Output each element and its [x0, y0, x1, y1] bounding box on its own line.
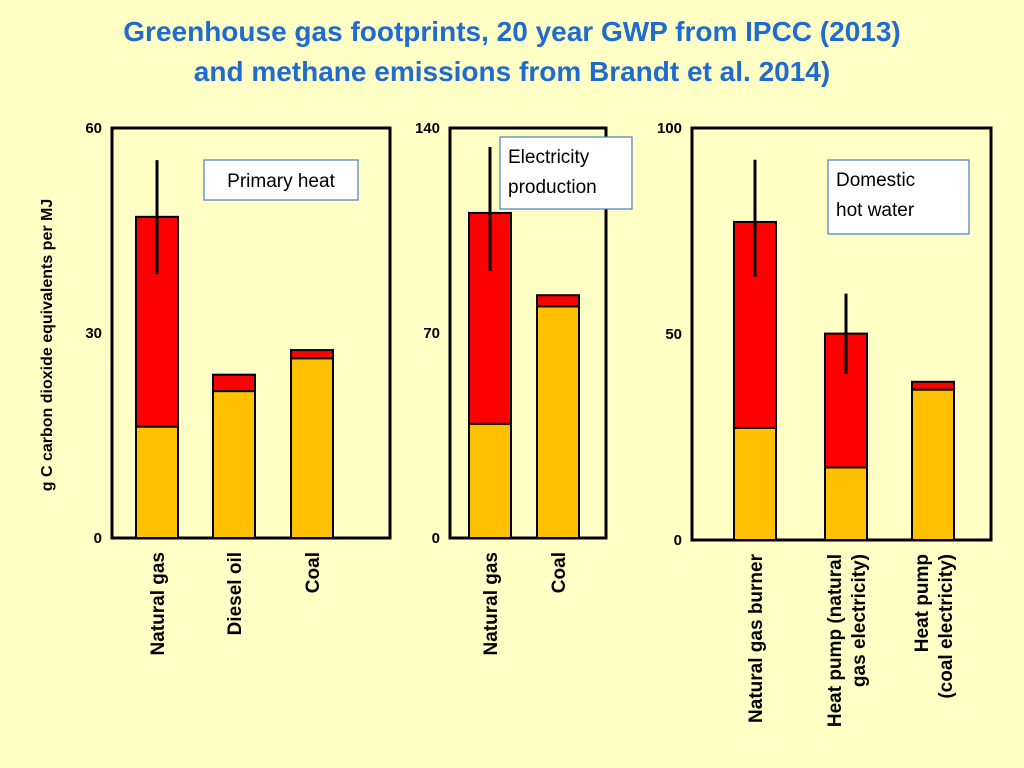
panel-label-box — [203, 159, 359, 201]
panel-1: 0 30 60 Natural gas Diesel oil Coal Primary he… — [85, 120, 392, 655]
bar-base-segment — [536, 305, 580, 539]
y-axis-label: g C carbon dioxide equivalents per MJ — [39, 199, 56, 492]
panel-2: 0 70 140 Natural gas Coal Electricity producti… — [415, 120, 633, 655]
bar-top-segment — [290, 349, 334, 360]
bar-top-segment — [212, 373, 256, 393]
x-category-label: Coal — [549, 552, 570, 593]
panel-label-box — [499, 136, 633, 210]
bar-base-segment — [212, 390, 256, 540]
bar-top-segment — [911, 380, 955, 391]
x-category-label: Natural gas — [148, 552, 169, 655]
panel-3: 0 50 100 Natural gas burner Heat pump (natur… — [657, 120, 993, 727]
x-category-label: Natural gas burner — [746, 553, 767, 723]
x-category-label: Diesel oil — [225, 552, 246, 635]
title-line-1: Greenhouse gas footprints, 20 year GWP f… — [123, 16, 901, 47]
x-category-label: Heat pump (natural — [825, 554, 846, 727]
y-tick-label: 70 — [423, 325, 440, 342]
x-category-label: Heat pump — [912, 554, 933, 652]
y-tick-label: 0 — [432, 530, 440, 547]
title-line-2: and methane emissions from Brandt et al.… — [193, 56, 831, 87]
x-category-label: (coal electricity) — [936, 554, 957, 699]
y-tick-label: 140 — [415, 120, 440, 137]
bar-base-segment — [290, 357, 334, 539]
bar-base-segment — [911, 388, 955, 541]
chart-title: Greenhouse gas footprints, 20 year GWP f… — [0, 12, 1024, 92]
panel-label: Electricity production — [508, 147, 597, 198]
y-tick-label: 60 — [85, 120, 102, 137]
y-tick-label: 0 — [94, 530, 102, 547]
y-tick-label: 50 — [665, 326, 682, 343]
panel-label: Primary heat — [227, 171, 335, 192]
bar-base-segment — [733, 426, 777, 542]
bar-top-segment — [536, 294, 580, 308]
panel-label: Domestic hot water — [836, 170, 915, 221]
y-tick-label: 30 — [85, 325, 102, 342]
x-category-label: Coal — [303, 552, 324, 593]
bar-base-segment — [468, 422, 512, 539]
x-category-label: gas electricity) — [849, 554, 870, 687]
y-tick-label: 100 — [657, 120, 682, 137]
bar-base-segment — [824, 466, 868, 542]
plot-frame — [448, 126, 608, 540]
x-category-label: Natural gas — [481, 552, 502, 655]
panel-label-box — [827, 159, 970, 235]
y-tick-label: 0 — [674, 532, 682, 549]
bar-base-segment — [135, 425, 179, 539]
